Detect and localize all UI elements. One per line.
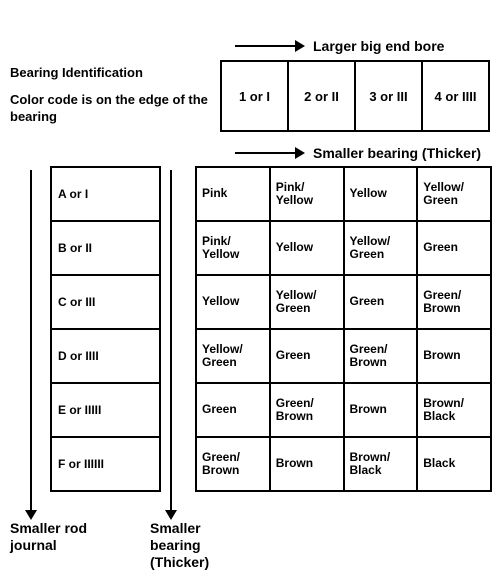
color-cell: Green [344,275,418,329]
title-block: Bearing Identification Color code is on … [10,65,210,126]
arrow-smaller-bearing-h: Smaller bearing (Thicker) [235,145,481,161]
color-cell: Pink/Yellow [270,167,344,221]
color-cell: Green [417,221,491,275]
arrow-mid-label: Smaller bearing (Thicker) [313,145,481,161]
color-cell: Yellow/Green [417,167,491,221]
color-cell: Brown [344,383,418,437]
table-row: B or II [51,221,160,275]
table-row: 1 or I 2 or II 3 or III 4 or IIII [221,61,489,131]
color-cell: Green/Brown [196,437,270,491]
color-cell: Pink/Yellow [196,221,270,275]
color-cell: Yellow [196,275,270,329]
table-row: Yellow/Green Green Green/Brown Brown [196,329,491,383]
color-cell: Green [196,383,270,437]
row-header-table: A or I B or II C or III D or IIII E or I… [50,166,161,492]
table-row: Green Green/Brown Brown Brown/Black [196,383,491,437]
table-row: Pink/Yellow Yellow Yellow/Green Green [196,221,491,275]
color-cell: Brown/Black [417,383,491,437]
table-row: D or IIII [51,329,160,383]
arrow-top-label: Larger big end bore [313,38,444,54]
color-cell: Yellow/Green [196,329,270,383]
row-header-cell: E or IIIII [51,383,160,437]
arrow-larger-bore: Larger big end bore [235,38,444,54]
color-cell: Yellow/Green [344,221,418,275]
table-row: Green/Brown Brown Brown/Black Black [196,437,491,491]
table-row: A or I [51,167,160,221]
color-cell: Yellow/Green [270,275,344,329]
bore-header-cell: 4 or IIII [422,61,489,131]
color-cell: Brown [417,329,491,383]
color-grid-table: Pink Pink/Yellow Yellow Yellow/Green Pin… [195,166,492,492]
bore-header-cell: 2 or II [288,61,355,131]
table-row: Pink Pink/Yellow Yellow Yellow/Green [196,167,491,221]
color-cell: Green [270,329,344,383]
row-header-cell: A or I [51,167,160,221]
row-header-cell: F or IIIIII [51,437,160,491]
color-cell: Black [417,437,491,491]
arrow-left-label: Smaller rod journal [10,520,100,554]
color-cell: Pink [196,167,270,221]
bore-header-cell: 1 or I [221,61,288,131]
bore-header-table: 1 or I 2 or II 3 or III 4 or IIII [220,60,490,132]
table-row: C or III [51,275,160,329]
color-cell: Brown [270,437,344,491]
arrow-head-icon [295,147,305,159]
arrow-head-icon [295,40,305,52]
arrow-smaller-rod [30,170,32,510]
color-cell: Green/Brown [417,275,491,329]
color-cell: Yellow [344,167,418,221]
table-row: F or IIIIII [51,437,160,491]
row-header-cell: B or II [51,221,160,275]
bore-header-cell: 3 or III [355,61,422,131]
color-cell: Brown/Black [344,437,418,491]
table-row: Yellow Yellow/Green Green Green/Brown [196,275,491,329]
title-line2: Color code is on the edge of the bearing [10,92,210,126]
row-header-cell: C or III [51,275,160,329]
color-cell: Green/Brown [344,329,418,383]
color-cell: Green/Brown [270,383,344,437]
row-header-cell: D or IIII [51,329,160,383]
arrow-line [235,45,295,47]
bearing-chart: Bearing Identification Color code is on … [10,10,492,567]
arrow-right-label: Smaller bearing (Thicker) [150,520,220,570]
color-cell: Yellow [270,221,344,275]
title-line1: Bearing Identification [10,65,210,82]
table-row: E or IIIII [51,383,160,437]
arrow-line [235,152,295,154]
arrow-smaller-bearing-v [170,170,172,510]
